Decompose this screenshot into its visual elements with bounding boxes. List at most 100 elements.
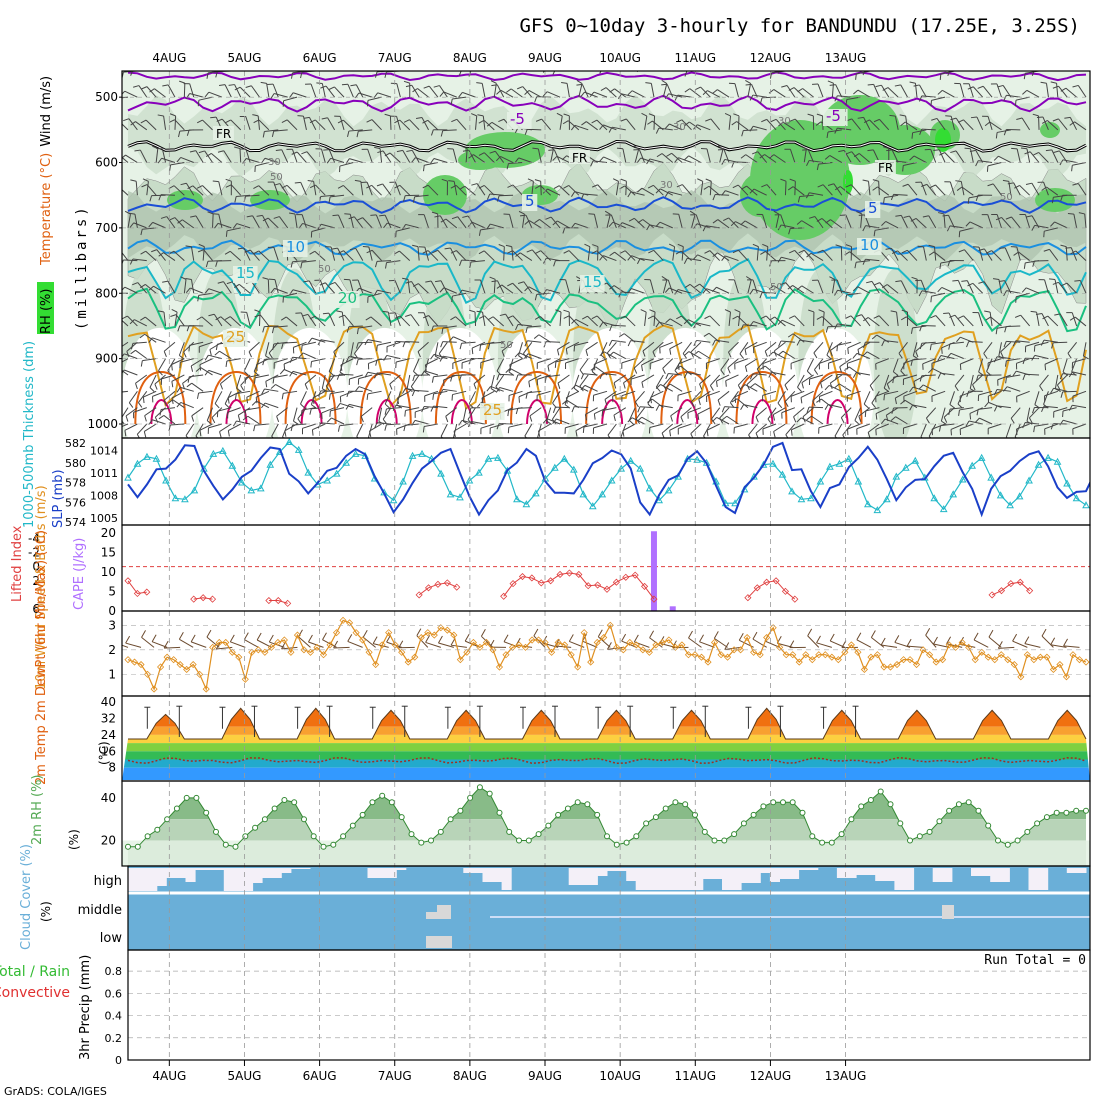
wind-speed-point (424, 629, 432, 637)
thickness-point (494, 453, 502, 461)
wind-barb (816, 218, 833, 229)
isotherm-label: 5 (525, 192, 535, 210)
wind-barb (890, 310, 899, 327)
wind-barb (412, 88, 429, 98)
cloud-high-block (654, 868, 665, 890)
thickness-point (1082, 501, 1090, 509)
cloud-high-block (722, 868, 733, 890)
wind-barb (160, 374, 176, 385)
wind-barb (439, 287, 457, 294)
wind-barb (753, 341, 767, 354)
wind-barb (612, 178, 620, 196)
wind-barb (853, 89, 871, 98)
label-bg (213, 126, 234, 140)
rh2m-unit: (%) (67, 829, 81, 850)
wind-barb (564, 423, 579, 434)
wind-barb (641, 112, 648, 130)
wind-barb (958, 227, 974, 238)
wind-barb (732, 184, 749, 196)
wind-barb (176, 386, 194, 393)
wind-barb (211, 407, 223, 424)
wind-barb (948, 341, 964, 350)
wind-barb (553, 260, 570, 267)
rh-dry-cell (572, 327, 649, 438)
wind-barb (538, 423, 551, 437)
label-bg (283, 240, 308, 257)
wind-speed-point (906, 656, 914, 664)
cloud-high-block (635, 868, 646, 890)
surface-wind-barb (243, 632, 259, 648)
wind-barb (867, 83, 880, 98)
rh2m-point (858, 803, 865, 810)
wind-barb (664, 93, 683, 100)
rh-ylabel: RH (%) (39, 289, 54, 334)
wind-barb (952, 279, 965, 294)
wind-barb (496, 89, 514, 98)
wind-barb (459, 341, 476, 350)
wind-barb (1074, 279, 1087, 294)
rh2m-point (467, 794, 474, 801)
cloud-high-block (942, 868, 953, 882)
wind-barb (684, 351, 702, 360)
wind-barb (140, 358, 157, 367)
wind-barb (720, 358, 730, 376)
wind-speed-point (958, 638, 966, 647)
wind-barb (781, 85, 796, 98)
wind-barb (778, 350, 796, 360)
precip-legend: Total / Rain Convective (0, 964, 70, 1001)
temp-bands (122, 708, 1090, 780)
wind-barb (232, 420, 251, 427)
wind-barb (159, 407, 176, 416)
wind-barb (882, 87, 899, 98)
wind-barb (479, 341, 495, 351)
wind-barb (800, 145, 807, 163)
lifted-index-point (424, 584, 433, 592)
wind-barb (216, 407, 232, 418)
wind-barb (866, 280, 880, 294)
surface-wind-barb (973, 632, 989, 648)
wind-barb (563, 185, 580, 196)
wind-speed-point (130, 658, 139, 666)
surface-wind-barb (1050, 637, 1067, 648)
thickness-point (304, 468, 313, 476)
wind-barb (977, 85, 993, 98)
run-total: Run Total = 0 (984, 953, 1086, 968)
wind-barb (852, 286, 871, 294)
wind-barb (344, 213, 354, 229)
wind-barb (122, 154, 138, 163)
wind-barb (995, 129, 1011, 139)
wind-barb (242, 415, 260, 425)
wind-barb (797, 194, 814, 203)
wind-speed-point (1036, 653, 1044, 661)
wind-barb (190, 358, 204, 372)
wind-barb (332, 214, 345, 229)
wind-barb (677, 390, 692, 402)
rh-dry-cell (647, 327, 724, 438)
wind-barb (873, 315, 890, 327)
wind-barb (434, 215, 448, 229)
wind-speed-point (847, 641, 855, 649)
surface-wind-barb (190, 634, 207, 648)
wind-barb (386, 341, 401, 353)
wind-speed-point (502, 651, 510, 659)
wind-barb (734, 358, 749, 370)
wind-barb (724, 113, 732, 130)
wind-barb (262, 129, 279, 138)
lifted-index-point (265, 596, 273, 605)
wind-barb (441, 325, 457, 335)
x-tick-label-bottom: 13AUG (825, 1069, 867, 1083)
wind-barb (1072, 183, 1087, 196)
wind-barb (744, 341, 758, 356)
cloud-ylabel: Cloud Cover (%) (19, 844, 34, 950)
wind-barb (168, 423, 185, 431)
wind-barb (937, 286, 955, 294)
wind-barb (687, 407, 702, 419)
wind-barb (340, 358, 354, 371)
wind-speed-point (600, 633, 608, 642)
thickness-point (759, 460, 768, 468)
wind-barb (536, 358, 551, 369)
cloud-high-block (147, 868, 158, 891)
surface-wind-barb (925, 627, 937, 648)
wind-barb (171, 358, 185, 371)
wind-barb (373, 289, 392, 296)
